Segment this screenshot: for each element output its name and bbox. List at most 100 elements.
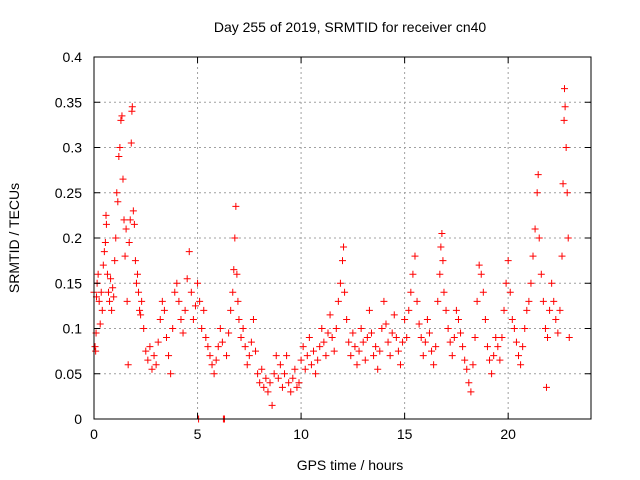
data-point: [363, 334, 371, 342]
data-point: [544, 334, 552, 342]
data-point: [409, 270, 417, 278]
data-point: [127, 139, 135, 147]
data-point: [539, 297, 547, 305]
data-point: [303, 352, 311, 360]
data-point: [459, 343, 467, 351]
data-point: [361, 356, 369, 364]
data-point: [120, 216, 128, 224]
data-point: [343, 315, 351, 323]
data-point: [129, 207, 137, 215]
data-point: [517, 361, 525, 369]
data-point: [479, 288, 487, 296]
data-point: [372, 343, 380, 351]
data-point: [252, 347, 260, 355]
data-point: [436, 270, 444, 278]
data-point: [102, 211, 110, 219]
data-point: [191, 302, 199, 310]
data-point: [548, 279, 556, 287]
data-point: [527, 279, 535, 287]
data-point: [258, 365, 266, 373]
data-point: [291, 365, 299, 373]
data-point: [110, 293, 118, 301]
data-point: [353, 361, 361, 369]
data-point: [399, 338, 407, 346]
data-point: [415, 320, 423, 328]
data-point: [565, 334, 573, 342]
data-point: [109, 284, 117, 292]
data-point: [332, 325, 340, 332]
data-point: [529, 252, 537, 260]
data-point: [128, 103, 136, 111]
data-point: [450, 334, 458, 342]
data-point: [437, 243, 445, 251]
data-point: [270, 370, 278, 378]
data-point: [245, 352, 253, 360]
data-point: [506, 288, 514, 296]
data-point: [312, 370, 320, 378]
data-point: [181, 306, 189, 314]
data-point: [349, 329, 357, 337]
data-point: [117, 116, 125, 124]
data-point: [216, 325, 224, 332]
data-point: [162, 334, 170, 342]
data-point: [132, 279, 140, 287]
data-point: [328, 334, 336, 342]
data-point: [473, 297, 481, 305]
data-point: [264, 388, 272, 396]
x-tick-label: 15: [397, 426, 413, 442]
data-point: [136, 306, 144, 314]
data-point: [225, 329, 233, 337]
data-point: [183, 275, 191, 283]
data-point: [403, 334, 411, 342]
data-point: [185, 248, 193, 256]
data-point: [490, 352, 498, 360]
data-point: [510, 325, 518, 332]
data-point: [508, 315, 516, 323]
data-point: [560, 85, 568, 93]
data-point: [310, 347, 318, 355]
data-point: [448, 352, 456, 360]
data-point: [266, 379, 274, 387]
data-point: [231, 234, 239, 242]
data-point: [177, 315, 185, 323]
data-point: [116, 144, 124, 151]
data-point: [425, 329, 433, 337]
data-point: [533, 189, 541, 197]
data-point: [165, 352, 173, 360]
data-point: [486, 356, 494, 364]
data-point: [488, 370, 496, 378]
data-point: [125, 239, 133, 247]
data-point: [196, 297, 204, 305]
data-point: [392, 334, 400, 342]
data-point: [138, 297, 146, 305]
data-point: [440, 288, 448, 296]
y-tick-label: 0.4: [63, 49, 83, 65]
data-point: [173, 279, 181, 287]
data-point: [316, 343, 324, 351]
data-point: [384, 338, 392, 346]
data-point: [103, 270, 111, 278]
data-point: [144, 356, 152, 364]
data-point: [102, 220, 110, 228]
data-point: [378, 325, 386, 332]
data-point: [390, 311, 398, 319]
data-points: [90, 85, 573, 423]
data-point: [430, 361, 438, 369]
data-point: [99, 261, 107, 269]
data-point: [107, 275, 115, 283]
data-point: [355, 347, 363, 355]
data-point: [477, 270, 485, 278]
data-point: [256, 379, 264, 387]
data-point: [411, 252, 419, 260]
data-point: [114, 198, 122, 206]
data-point: [428, 347, 436, 355]
data-point: [519, 343, 527, 351]
data-point: [562, 144, 570, 151]
data-point: [167, 370, 175, 378]
data-point: [262, 374, 270, 382]
data-point: [97, 288, 105, 296]
data-point: [439, 257, 447, 265]
data-point: [119, 175, 127, 183]
x-tick-label: 10: [293, 426, 309, 442]
